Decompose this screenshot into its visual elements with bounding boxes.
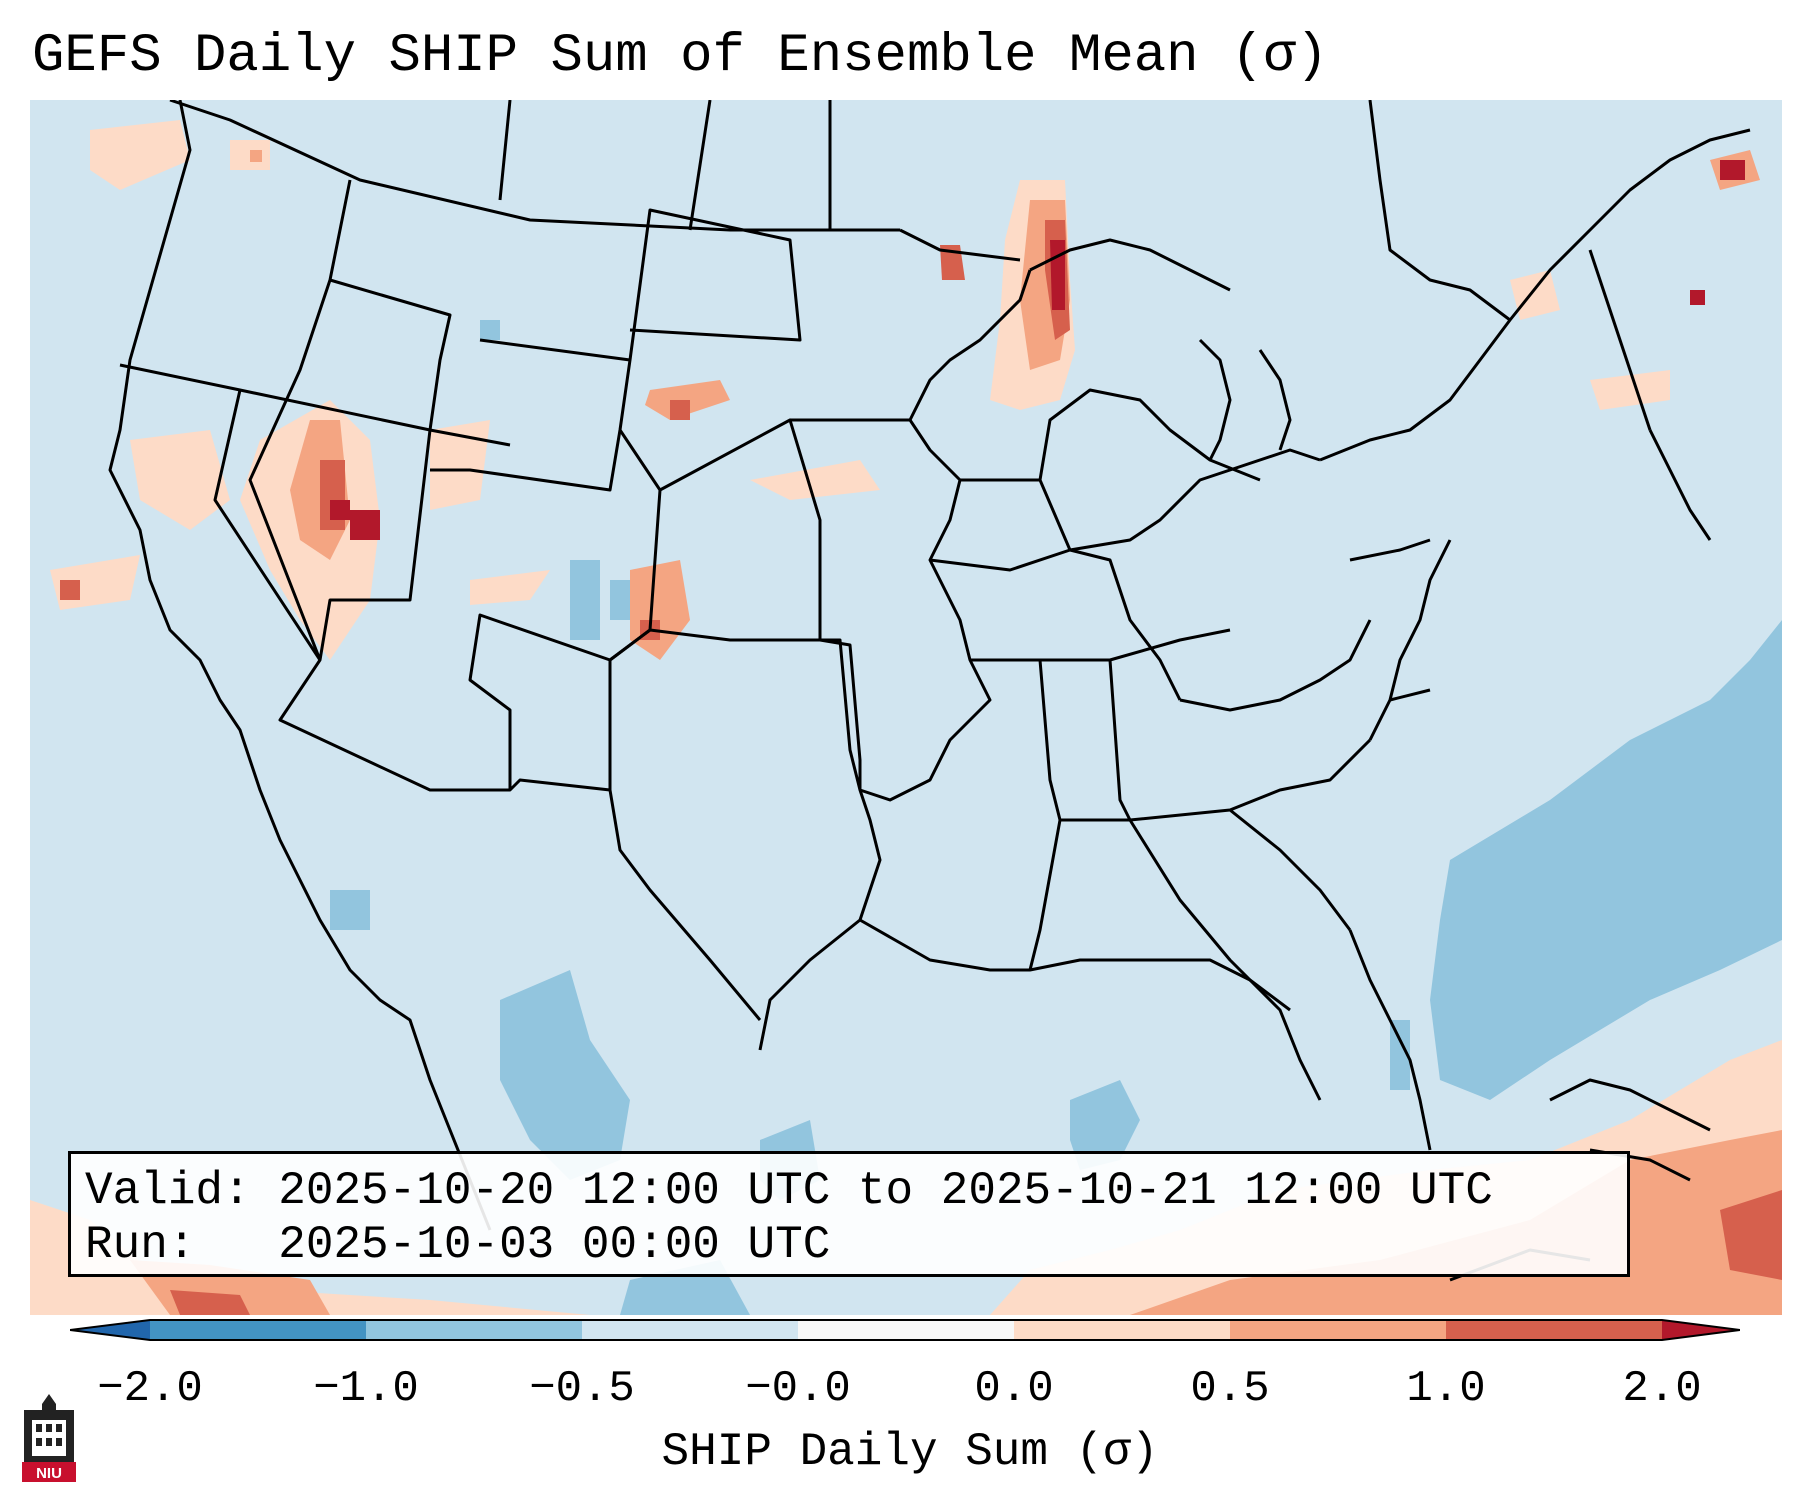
colorbar-bin-5 bbox=[1014, 1320, 1230, 1340]
colorbar-tick-label: 0.0 bbox=[974, 1364, 1054, 1414]
colorbar-tick-label: −1.0 bbox=[313, 1364, 419, 1414]
colorbar-tick-label: −0.5 bbox=[529, 1364, 635, 1414]
niu-logo: NIU bbox=[22, 1394, 76, 1482]
colorbar-outline bbox=[70, 1319, 1740, 1341]
colorbar bbox=[70, 1319, 1740, 1341]
colorbar-tick-label: 0.5 bbox=[1190, 1364, 1270, 1414]
colorbar-bin-2 bbox=[366, 1320, 582, 1340]
colorbar-extend-high bbox=[1662, 1320, 1740, 1340]
colorbar-tick-label: 2.0 bbox=[1622, 1364, 1702, 1414]
valid-run-info-box: Valid: 2025-10-20 12:00 UTC to 2025-10-2… bbox=[68, 1151, 1630, 1277]
map-panel bbox=[30, 100, 1782, 1315]
negative-anomaly-regions bbox=[330, 320, 1782, 1315]
map-borders bbox=[108, 100, 1751, 1282]
valid-time-text: Valid: 2025-10-20 12:00 UTC to 2025-10-2… bbox=[85, 1165, 1493, 1217]
map-title: GEFS Daily SHIP Sum of Ensemble Mean (σ) bbox=[32, 26, 1329, 87]
colorbar-bin-1 bbox=[150, 1320, 366, 1340]
colorbar-bin-7 bbox=[1446, 1320, 1662, 1340]
colorbar-bin-6 bbox=[1230, 1320, 1446, 1340]
niu-logo-text: NIU bbox=[36, 1465, 62, 1482]
colorbar-tick-label: 1.0 bbox=[1406, 1364, 1486, 1414]
colorbar-tick-label: −2.0 bbox=[97, 1364, 203, 1414]
colorbar-bin-3 bbox=[582, 1320, 798, 1340]
colorbar-tick-label: −0.0 bbox=[745, 1364, 851, 1414]
run-time-text: Run: 2025-10-03 00:00 UTC bbox=[85, 1219, 831, 1271]
colorbar-extend-low bbox=[70, 1320, 150, 1340]
colorbar-title: SHIP Daily Sum (σ) bbox=[661, 1426, 1159, 1478]
colorbar-bin-4 bbox=[798, 1320, 1014, 1340]
